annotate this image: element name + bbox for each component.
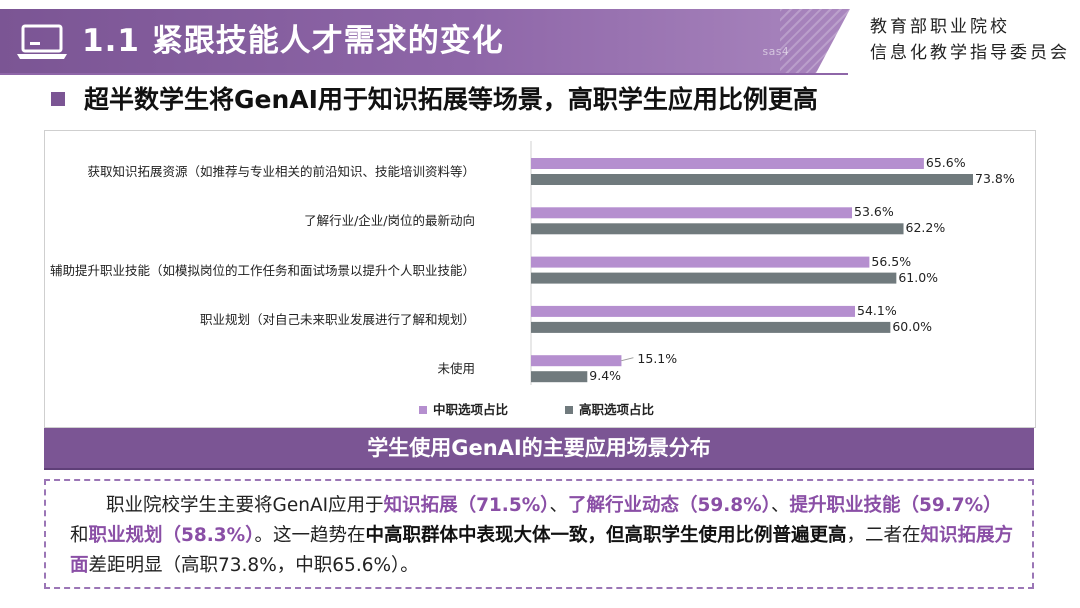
summary-text-1: 职业院校学生主要将GenAI应用于: [106, 495, 384, 516]
legend-item: 高职选项占比: [565, 399, 654, 418]
data-label: 65.6%: [925, 155, 966, 170]
bar-zhongzhi: [531, 158, 924, 169]
org-line-1: 教育部职业院校: [870, 17, 1010, 37]
organization-name: 教育部职业院校 信息化教学指导委员会: [870, 14, 1070, 66]
summary-text-3: 、: [770, 495, 790, 516]
bullet-square-icon: [51, 92, 65, 106]
bar-chart: 获取知识拓展资源（如推荐与专业相关的前沿知识、技能培训资料等） 65.6% 73.8…: [44, 130, 1036, 428]
category-label: 了解行业/企业/岗位的最新动向: [304, 213, 475, 229]
summary-highlight-knowledge: 知识拓展（71.5%）: [383, 495, 550, 516]
summary-highlight-career: 职业规划（58.3%）: [88, 525, 255, 546]
bar-zhongzhi: [531, 256, 870, 268]
header-banner: [0, 9, 850, 73]
bar-gaozhi: [531, 272, 897, 284]
bar-zhongzhi: [531, 207, 853, 219]
bar-zhongzhi: [531, 355, 622, 367]
data-label: 53.6%: [854, 204, 894, 220]
summary-highlight-knowledge-gap: 知识拓展方面: [70, 525, 1014, 576]
data-label-leader-line: [621, 357, 634, 362]
data-label: 62.2%: [905, 220, 946, 236]
summary-text-6: ，二者在: [846, 525, 921, 546]
summary-text-5: 。这一趋势在: [254, 525, 366, 546]
category-label: 获取知识拓展资源（如推荐与专业相关的前沿知识、技能培训资料等）: [87, 164, 475, 179]
bar-zhongzhi: [531, 305, 856, 317]
category-label: 辅助提升职业技能（如模拟岗位的工作任务和面试场景以提升个人职业技能）: [49, 262, 475, 278]
legend-swatch: [565, 405, 573, 414]
data-label: 73.8%: [975, 171, 1015, 186]
bar-gaozhi: [531, 223, 904, 235]
summary-text-4: 和: [70, 525, 89, 546]
slide-subtitle: 超半数学生将GenAI用于知识拓展等场景，高职学生应用比例更高: [84, 85, 818, 114]
category-label: 未使用: [437, 361, 475, 377]
legend-label: 高职选项占比: [579, 402, 655, 417]
chart-caption: 学生使用GenAI的主要应用场景分布: [44, 428, 1034, 470]
chart-plot-area: [530, 141, 973, 385]
bar-gaozhi: [531, 174, 973, 185]
legend-swatch: [419, 405, 427, 414]
legend-label: 中职选项占比: [433, 402, 509, 417]
summary-text-7: 差距明显（高职73.8%，中职65.6%）。: [88, 555, 419, 576]
page-title: 1.1 紧跟技能人才需求的变化: [82, 23, 504, 59]
bar-gaozhi: [531, 321, 891, 333]
laptop-icon: [17, 24, 67, 59]
header-underline: [0, 73, 848, 75]
data-label: 15.1%: [637, 351, 678, 367]
header-stripe-decoration: [780, 9, 850, 73]
summary-text-2: 、: [549, 495, 569, 516]
org-line-2: 信息化教学指导委员会: [870, 43, 1070, 63]
data-label: 56.5%: [871, 253, 912, 269]
data-label: 60.0%: [892, 318, 933, 334]
summary-box: 职业院校学生主要将GenAI应用于知识拓展（71.5%）、了解行业动态（59.8…: [44, 479, 1034, 589]
summary-highlight-skills: 提升职业技能（59.7%）: [789, 495, 1002, 516]
category-label: 职业规划（对自己未来职业发展进行了解和规划）: [199, 311, 475, 327]
header-watermark: sas4: [762, 45, 789, 58]
data-label: 54.1%: [857, 302, 897, 318]
summary-highlight-industry: 了解行业动态（59.8%）: [568, 495, 771, 516]
bar-gaozhi: [531, 371, 588, 383]
legend-item: 中职选项占比: [419, 399, 508, 418]
data-label: 9.4%: [589, 368, 622, 384]
data-label: 61.0%: [898, 269, 939, 285]
summary-bold-trend: 中高职群体中表现大体一致，但高职学生使用比例普遍更高: [365, 525, 847, 546]
